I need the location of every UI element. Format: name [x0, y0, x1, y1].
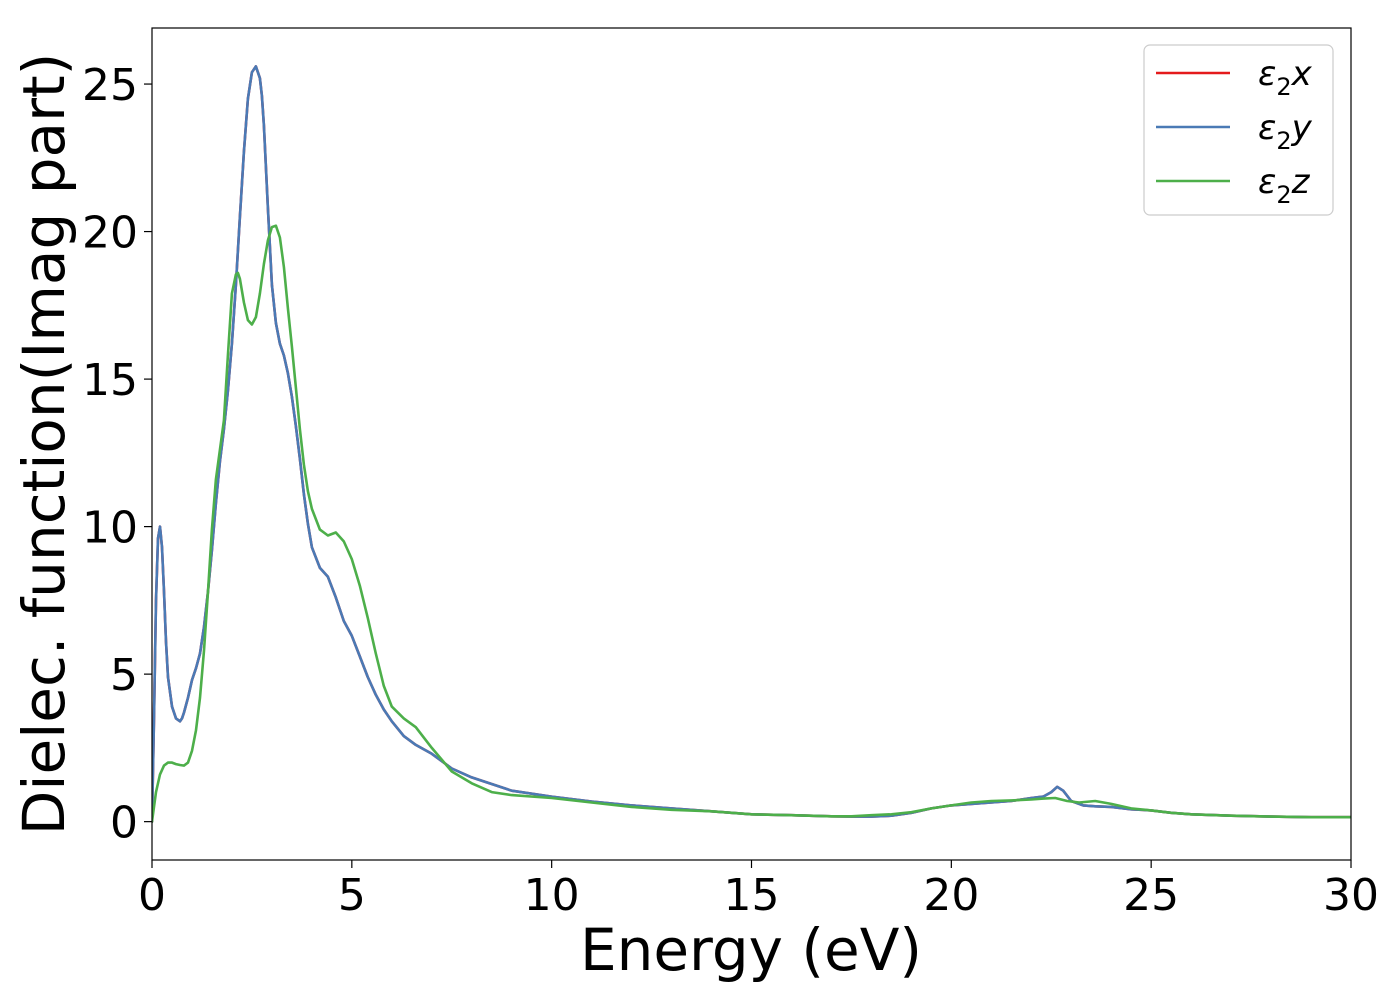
- y-tick-label: 10: [82, 503, 138, 554]
- legend-label-subscript: 2: [1276, 73, 1291, 101]
- series-line-y: [152, 65, 1351, 823]
- legend-box: [1143, 44, 1334, 216]
- legend-label-subscript: 2: [1276, 127, 1291, 155]
- x-tick-label: 30: [1323, 870, 1379, 921]
- x-tick-label: 15: [724, 870, 780, 921]
- legend-label-suffix: z: [1291, 162, 1311, 202]
- x-tick-label: 20: [923, 870, 979, 921]
- legend-label-suffix: y: [1291, 108, 1313, 148]
- y-tick-label: 25: [82, 60, 138, 111]
- y-axis: 0 5 10 15 20 25: [82, 60, 152, 849]
- y-tick-label: 20: [82, 208, 138, 259]
- x-tick-label: 25: [1123, 870, 1179, 921]
- legend-label-y: ε2y: [1258, 108, 1313, 155]
- legend-label-z: ε2z: [1258, 162, 1311, 209]
- legend-label-suffix: x: [1291, 54, 1313, 94]
- legend-label-subscript: 2: [1276, 181, 1291, 209]
- series-layer: [152, 65, 1351, 823]
- y-tick-label: 0: [110, 798, 138, 849]
- x-tick-label: 10: [524, 870, 580, 921]
- y-axis-label: Dielec. function(Imag part): [10, 53, 78, 836]
- legend-label-x: ε2x: [1258, 54, 1313, 101]
- legend-label-base: ε: [1258, 162, 1276, 202]
- x-axis-label: Energy (eV): [580, 916, 922, 984]
- x-tick-label: 0: [138, 870, 166, 921]
- legend-label-base: ε: [1258, 54, 1276, 94]
- x-tick-label: 5: [338, 870, 366, 921]
- y-tick-label: 5: [110, 650, 138, 701]
- y-tick-label: 15: [82, 355, 138, 406]
- series-line-z: [152, 224, 1351, 823]
- x-axis: 0 5 10 15 20 25 30: [138, 860, 1379, 921]
- legend-label-base: ε: [1258, 108, 1276, 148]
